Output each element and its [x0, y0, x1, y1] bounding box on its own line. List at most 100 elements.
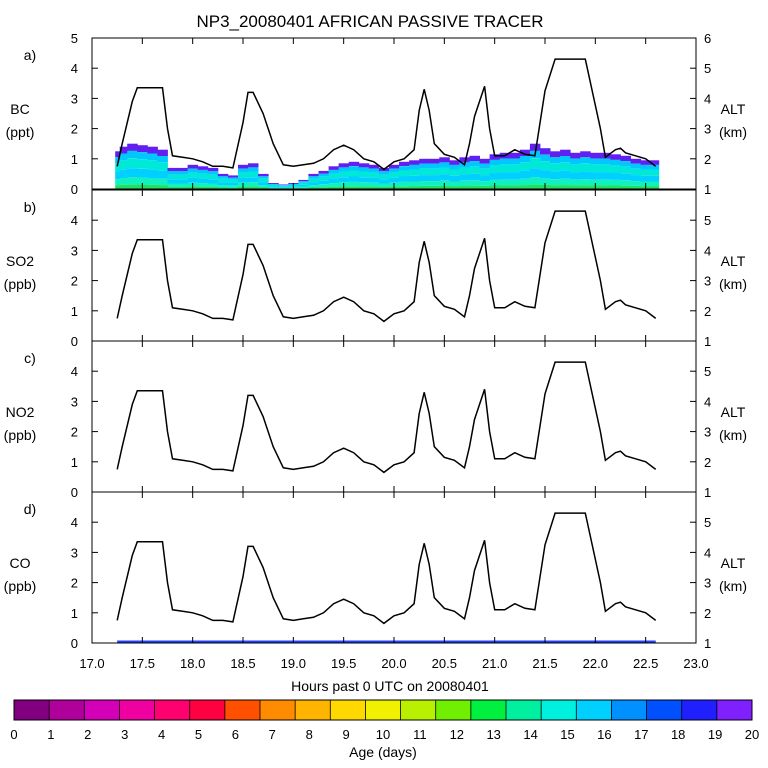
colorbar-tick-label: 14 [523, 727, 537, 742]
bc-age-segment [308, 176, 319, 179]
bc-age-segment [378, 186, 390, 189]
bc-age-segment [248, 177, 259, 183]
bc-age-segment [227, 175, 239, 178]
bc-age-segment [610, 180, 621, 186]
bc-age-segment [600, 185, 611, 189]
y-tick-label: 2 [71, 576, 78, 591]
bc-age-segment [469, 180, 480, 186]
colorbar: 0 1 2 3 4 5 6 7 8 9 10 11 12 13 14 15 16 17 18 19 20 [10, 699, 759, 742]
y2-tick-label: 4 [704, 394, 711, 409]
bc-age-segment [147, 184, 158, 189]
bc-age-segment [157, 178, 168, 186]
bc-age-segment [620, 173, 631, 181]
colorbar-swatch [435, 700, 472, 720]
bc-age-segment [167, 183, 178, 187]
bc-age-segment [540, 170, 551, 179]
colorbar-tick-label: 7 [269, 727, 276, 742]
bc-bar [248, 163, 259, 189]
bc-age-segment [318, 187, 329, 189]
y2-axis-label: ALT [721, 555, 746, 571]
colorbar-frame [13, 699, 753, 721]
bc-age-segment [409, 164, 420, 170]
bc-age-segment [570, 172, 581, 180]
bc-age-segment [620, 166, 631, 174]
bc-age-segment [640, 160, 652, 165]
bc-age-segment [115, 163, 121, 172]
bc-age-segment [258, 178, 269, 182]
bc-age-segment [318, 170, 329, 174]
bc-bar [308, 173, 319, 189]
bc-age-segment [509, 172, 521, 180]
bc-age-segment [409, 186, 420, 189]
bc-age-segment [358, 171, 370, 178]
bc-age-segment [439, 157, 450, 163]
bc-age-segment [610, 185, 621, 189]
y-tick-label: 2 [71, 274, 78, 289]
bc-age-segment [127, 168, 138, 178]
bc-age-segment [358, 163, 370, 168]
y-tick-label: 0 [71, 182, 78, 197]
bc-bar [258, 173, 269, 189]
bc-bar [469, 155, 480, 189]
x-tick-label: 19.5 [331, 656, 356, 671]
bc-age-segment [600, 179, 611, 186]
y2-tick-label: 4 [704, 91, 711, 106]
panel-1: 0 1 2 3 4 5 1 2 3 4 5 6 a) BC (ppt) ALT (km) [6, 31, 747, 197]
bc-age-segment [197, 178, 209, 184]
colorbar-tick-label: 8 [306, 727, 313, 742]
bc-age-segment [368, 168, 380, 173]
bc-age-segment [157, 156, 168, 163]
bc-bar [217, 173, 229, 189]
bc-age-segment [509, 185, 521, 189]
bc-age-segment [650, 160, 660, 165]
bc-age-segment [348, 170, 360, 177]
bc-age-segment [389, 168, 400, 173]
colorbar-swatch [119, 700, 155, 720]
bc-age-segment [238, 168, 249, 173]
bc-age-segment [409, 169, 420, 176]
bc-age-segment [650, 175, 660, 182]
bc-age-segment [187, 172, 199, 178]
bc-age-segment [157, 170, 168, 179]
colorbar-tick-label: 17 [634, 727, 648, 742]
colorbar-tick-label: 4 [158, 727, 165, 742]
bc-bar [560, 149, 571, 189]
bc-age-segment [630, 175, 642, 182]
y2-tick-label: 3 [704, 576, 711, 591]
bc-age-segment [540, 148, 551, 155]
x-tick-label: 19.0 [281, 656, 306, 671]
bc-age-segment [540, 154, 551, 162]
bc-age-segment [489, 154, 501, 160]
bc-age-segment [529, 158, 541, 169]
colorbar-swatch [84, 700, 120, 720]
colorbar-tick-label: 10 [376, 727, 390, 742]
y2-axis-unit: (km) [719, 124, 747, 140]
bc-bar [298, 179, 309, 189]
bc-age-segment [258, 173, 269, 177]
bc-age-segment [469, 155, 480, 162]
bc-age-segment [509, 152, 521, 159]
bc-age-segment [248, 163, 259, 168]
bc-age-segment [570, 158, 581, 165]
bc-bar [119, 146, 128, 189]
bc-age-segment [197, 186, 209, 189]
y2-tick-label: 2 [704, 304, 711, 319]
y2-tick-label: 1 [704, 182, 711, 197]
bc-age-segment [217, 176, 229, 179]
bc-age-segment [358, 182, 370, 187]
bc-age-segment [278, 187, 289, 189]
colorbar-swatch [14, 700, 50, 720]
colorbar-swatch [224, 700, 261, 720]
bc-age-segment [459, 185, 470, 189]
bc-age-segment [227, 179, 239, 183]
bc-age-segment [650, 181, 660, 187]
y2-axis-unit: (km) [719, 427, 747, 443]
panel-letter: d) [24, 501, 36, 517]
bc-age-segment [459, 180, 470, 186]
bc-age-segment [268, 184, 279, 187]
colorbar-swatch [681, 700, 718, 720]
bc-age-segment [127, 143, 138, 151]
bc-bar [147, 146, 158, 189]
colorbar-label: Age (days) [349, 744, 417, 760]
bc-bar [207, 167, 219, 189]
